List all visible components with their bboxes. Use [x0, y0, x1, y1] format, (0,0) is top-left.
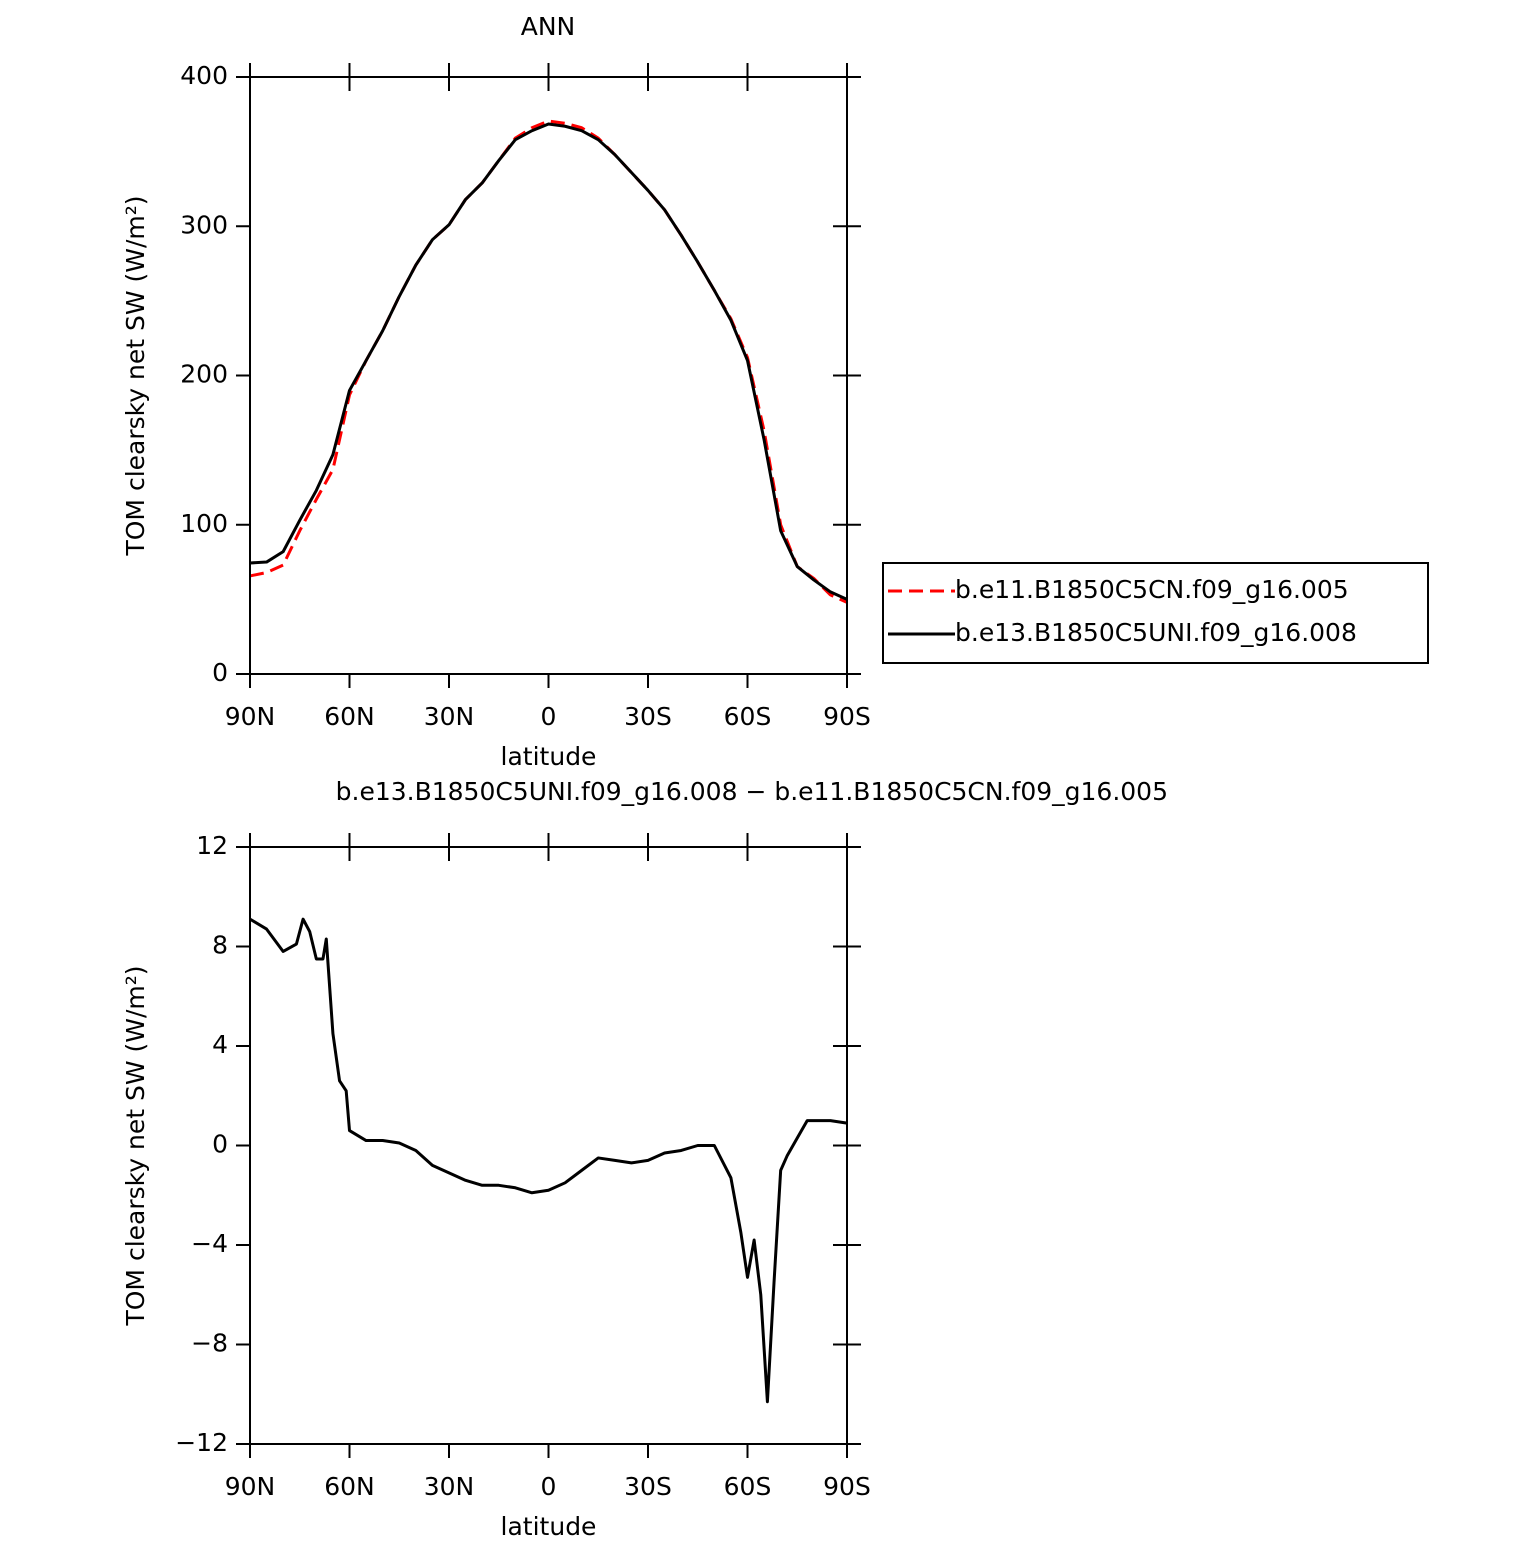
data-line: [249, 917, 848, 1404]
plot-frame: [249, 846, 848, 1445]
y-tick-label: 0: [212, 1130, 228, 1159]
x-tick-label: 90N: [225, 1472, 276, 1501]
legend-label: b.e11.B1850C5CN.f09_g16.005: [955, 575, 1349, 604]
y-tick-label: 300: [180, 210, 228, 239]
x-tick-label: 30S: [624, 702, 672, 731]
chart-title: b.e13.B1850C5UNI.f09_g16.008 − b.e11.B18…: [336, 777, 1168, 806]
x-tick-label: 90S: [823, 1472, 871, 1501]
y-tick-label: 400: [180, 61, 228, 90]
y-tick-label: 12: [196, 831, 228, 860]
y-tick-label: −12: [175, 1428, 228, 1457]
x-tick-label: 90N: [225, 702, 276, 731]
x-tick-label: 60S: [724, 702, 772, 731]
x-tick-label: 0: [541, 702, 557, 731]
x-tick-label: 60N: [324, 702, 375, 731]
y-tick-label: −4: [191, 1229, 228, 1258]
x-tick-label: 60S: [724, 1472, 772, 1501]
y-tick-label: 0: [212, 658, 228, 687]
legend-box: [882, 562, 1429, 664]
data-line: [249, 122, 848, 601]
y-axis-label: TOM clearsky net SW (W/m²): [121, 195, 150, 556]
x-tick-label: 90S: [823, 702, 871, 731]
y-tick-label: 4: [212, 1030, 228, 1059]
data-line: [249, 119, 848, 604]
x-axis-label: latitude: [501, 742, 597, 771]
y-axis-label: TOM clearsky net SW (W/m²): [121, 965, 150, 1326]
x-tick-label: 0: [541, 1472, 557, 1501]
legend-label: b.e13.B1850C5UNI.f09_g16.008: [955, 618, 1357, 647]
x-axis-label: latitude: [501, 1512, 597, 1541]
y-tick-label: 8: [212, 931, 228, 960]
chart-title: ANN: [521, 12, 576, 41]
x-tick-label: 30S: [624, 1472, 672, 1501]
plot-frame: [249, 76, 848, 675]
y-tick-label: −8: [191, 1329, 228, 1358]
y-tick-label: 200: [180, 360, 228, 389]
x-tick-label: 60N: [324, 1472, 375, 1501]
y-tick-label: 100: [180, 509, 228, 538]
x-tick-label: 30N: [424, 702, 475, 731]
x-tick-label: 30N: [424, 1472, 475, 1501]
